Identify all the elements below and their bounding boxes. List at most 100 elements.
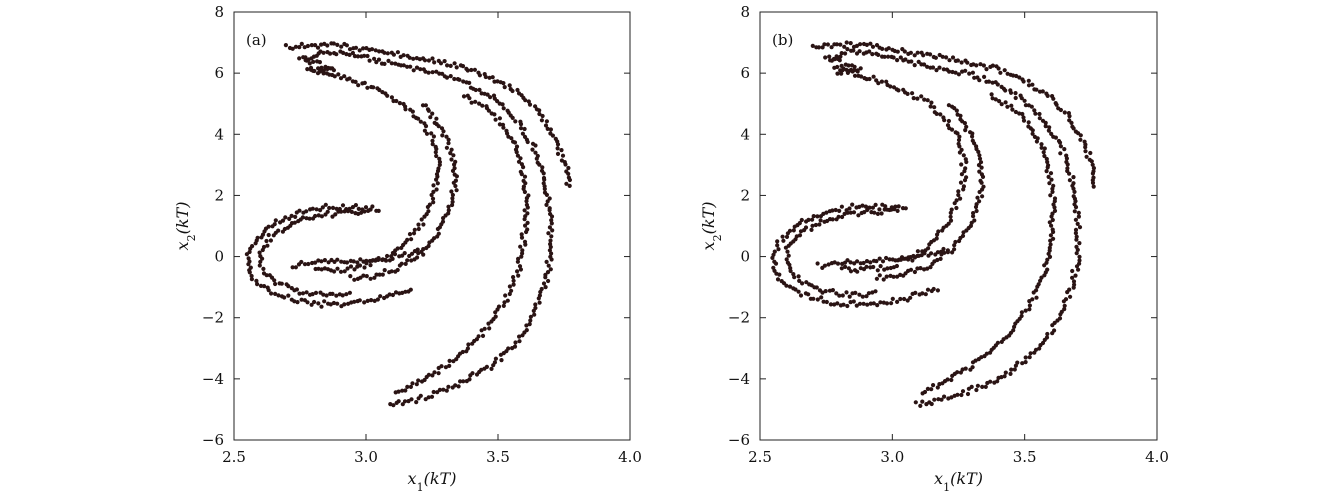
data-point xyxy=(429,131,434,136)
data-point xyxy=(461,79,466,84)
data-point xyxy=(249,277,254,282)
data-point xyxy=(403,289,408,294)
y-tick-label: 6 xyxy=(740,64,750,82)
data-point xyxy=(793,287,798,292)
data-point xyxy=(798,293,804,298)
data-point xyxy=(247,270,252,275)
data-point xyxy=(1013,109,1019,115)
data-point xyxy=(858,42,863,47)
data-point xyxy=(502,300,507,305)
data-point xyxy=(992,380,997,385)
data-point xyxy=(900,206,906,211)
data-point xyxy=(953,239,958,245)
data-point xyxy=(981,63,987,68)
data-point xyxy=(877,256,882,261)
data-point xyxy=(311,216,316,221)
data-point xyxy=(873,202,878,207)
data-point xyxy=(253,241,258,246)
data-point xyxy=(286,293,291,298)
data-point xyxy=(395,50,400,55)
data-point xyxy=(387,270,392,275)
data-point xyxy=(418,67,423,72)
data-point xyxy=(787,262,792,267)
data-point xyxy=(1071,279,1077,284)
data-point xyxy=(390,256,395,261)
data-point xyxy=(507,83,512,88)
data-point xyxy=(879,211,884,216)
data-point xyxy=(888,273,893,278)
data-point xyxy=(377,272,382,277)
data-point xyxy=(1073,205,1079,210)
data-point xyxy=(307,216,312,221)
data-point xyxy=(432,370,437,375)
data-point xyxy=(819,295,824,300)
data-point xyxy=(1026,83,1032,88)
data-point xyxy=(983,384,988,389)
data-point xyxy=(980,174,986,179)
data-point xyxy=(255,282,260,287)
data-point xyxy=(970,70,976,75)
data-point xyxy=(297,56,302,61)
data-point xyxy=(438,61,444,66)
data-point xyxy=(369,47,375,52)
data-point xyxy=(427,240,432,245)
data-point xyxy=(409,237,414,242)
data-point xyxy=(810,217,815,222)
data-point xyxy=(839,71,844,76)
data-point xyxy=(319,259,324,264)
data-point xyxy=(322,266,327,271)
data-point xyxy=(361,46,366,51)
data-point xyxy=(485,92,490,97)
data-point xyxy=(372,298,377,303)
data-point xyxy=(461,94,467,99)
data-point xyxy=(335,266,340,271)
data-point xyxy=(342,74,347,79)
data-point xyxy=(386,58,391,64)
data-point xyxy=(348,274,353,279)
data-point xyxy=(831,56,837,62)
data-point xyxy=(422,128,427,133)
data-point xyxy=(487,326,492,331)
data-point xyxy=(997,99,1002,104)
data-point xyxy=(514,150,519,155)
data-point xyxy=(956,72,962,77)
data-point xyxy=(1042,153,1047,159)
data-point xyxy=(546,278,551,284)
data-point xyxy=(294,287,299,292)
data-point xyxy=(445,63,450,68)
data-point xyxy=(340,203,346,208)
data-point xyxy=(948,214,953,219)
data-point xyxy=(956,189,961,194)
data-point xyxy=(454,65,459,70)
y-tick-label: 6 xyxy=(214,64,224,82)
data-point xyxy=(815,261,820,266)
data-point xyxy=(870,44,876,49)
data-point xyxy=(788,268,793,274)
data-point xyxy=(1002,374,1007,379)
data-point xyxy=(925,64,930,69)
data-point xyxy=(1076,267,1081,272)
data-point xyxy=(370,258,376,263)
data-point xyxy=(518,122,524,127)
data-point xyxy=(898,296,903,302)
data-point xyxy=(257,263,262,268)
data-point xyxy=(391,52,396,57)
data-point xyxy=(882,207,887,212)
data-point xyxy=(544,202,549,207)
data-point xyxy=(976,149,981,154)
data-point xyxy=(910,258,915,263)
data-point xyxy=(515,153,521,158)
data-point xyxy=(1049,214,1054,219)
data-point xyxy=(947,69,952,74)
data-point xyxy=(519,235,525,240)
data-point xyxy=(544,119,550,124)
data-point xyxy=(908,50,914,55)
data-point xyxy=(1090,171,1095,176)
data-point xyxy=(927,242,932,247)
data-point xyxy=(848,269,854,274)
data-point xyxy=(564,181,569,186)
data-point xyxy=(319,267,324,272)
data-point xyxy=(1058,144,1063,149)
data-point xyxy=(434,116,439,121)
data-point xyxy=(522,126,527,132)
